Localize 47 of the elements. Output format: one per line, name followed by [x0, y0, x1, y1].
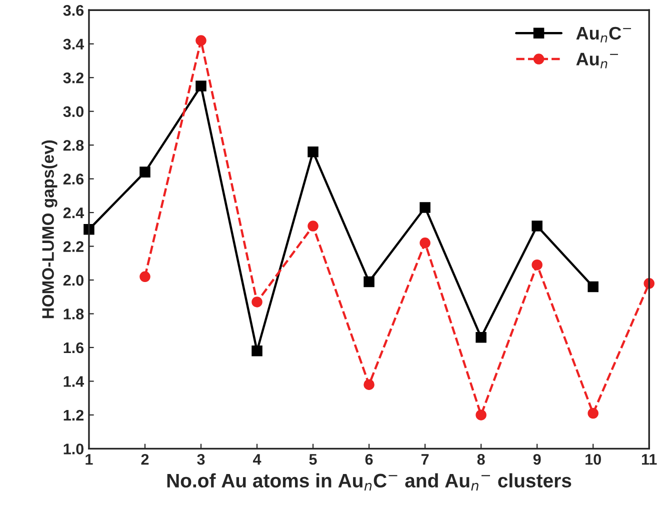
y-tick-label: 2.4 — [63, 207, 84, 218]
legend-label: Au$_{n}$$^{−}$ — [576, 52, 618, 68]
point — [140, 271, 150, 282]
y-tick-label: 2.2 — [63, 241, 84, 252]
point — [420, 238, 430, 248]
x-axis-title: No.of Au atoms in Au$_{n}$C$^{−}$ and Au$_{n}$$^{−}$ clusters — [167, 473, 572, 491]
point — [308, 220, 318, 232]
x-tick-label: 9 — [533, 454, 541, 465]
y-tick-label: 1.6 — [64, 342, 84, 354]
y-tick-label: 1.0 — [64, 444, 84, 454]
point — [476, 410, 486, 420]
x-tick-label: 3 — [197, 454, 205, 465]
point — [532, 259, 542, 270]
y-tick-label: 3.2 — [63, 72, 84, 84]
point — [196, 35, 206, 46]
x-tick-label: 7 — [421, 454, 429, 465]
y-tick-label: 2.0 — [63, 274, 84, 286]
y-tick-label: 2.8 — [63, 140, 84, 151]
y-tick-label: 3.6 — [63, 5, 84, 16]
x-tick-label: 4 — [252, 454, 262, 465]
point — [196, 80, 206, 92]
x-tick-label: 6 — [365, 454, 373, 465]
x-tick-label: 10 — [586, 454, 601, 465]
x-tick-label: 8 — [477, 454, 485, 465]
y-tick-label: 3.4 — [63, 38, 84, 50]
point — [532, 220, 542, 232]
point — [308, 146, 318, 158]
point — [588, 281, 598, 292]
x-tick-label: 2 — [141, 454, 149, 465]
point — [364, 276, 374, 288]
point — [252, 345, 262, 356]
y-tick-label: 3.0 — [63, 106, 84, 118]
x-tick-label: 1 — [86, 454, 93, 465]
x-tick-label: 5 — [309, 454, 317, 465]
point — [252, 296, 262, 308]
point — [140, 166, 150, 178]
y-tick-label: 2.6 — [63, 174, 84, 184]
legend-label: Au$_{n}$C$^{−}$ — [576, 26, 632, 42]
y-tick-label: 1.8 — [64, 308, 84, 320]
point — [420, 202, 430, 213]
point — [476, 332, 486, 343]
y-tick-label: 1.4 — [64, 376, 84, 387]
y-axis-title: HOMO-LUMO gaps(ev) — [42, 140, 58, 318]
point — [588, 408, 598, 419]
x-tick-label: 11 — [642, 454, 657, 465]
y-tick-label: 1.2 — [64, 410, 84, 420]
point — [364, 379, 374, 390]
